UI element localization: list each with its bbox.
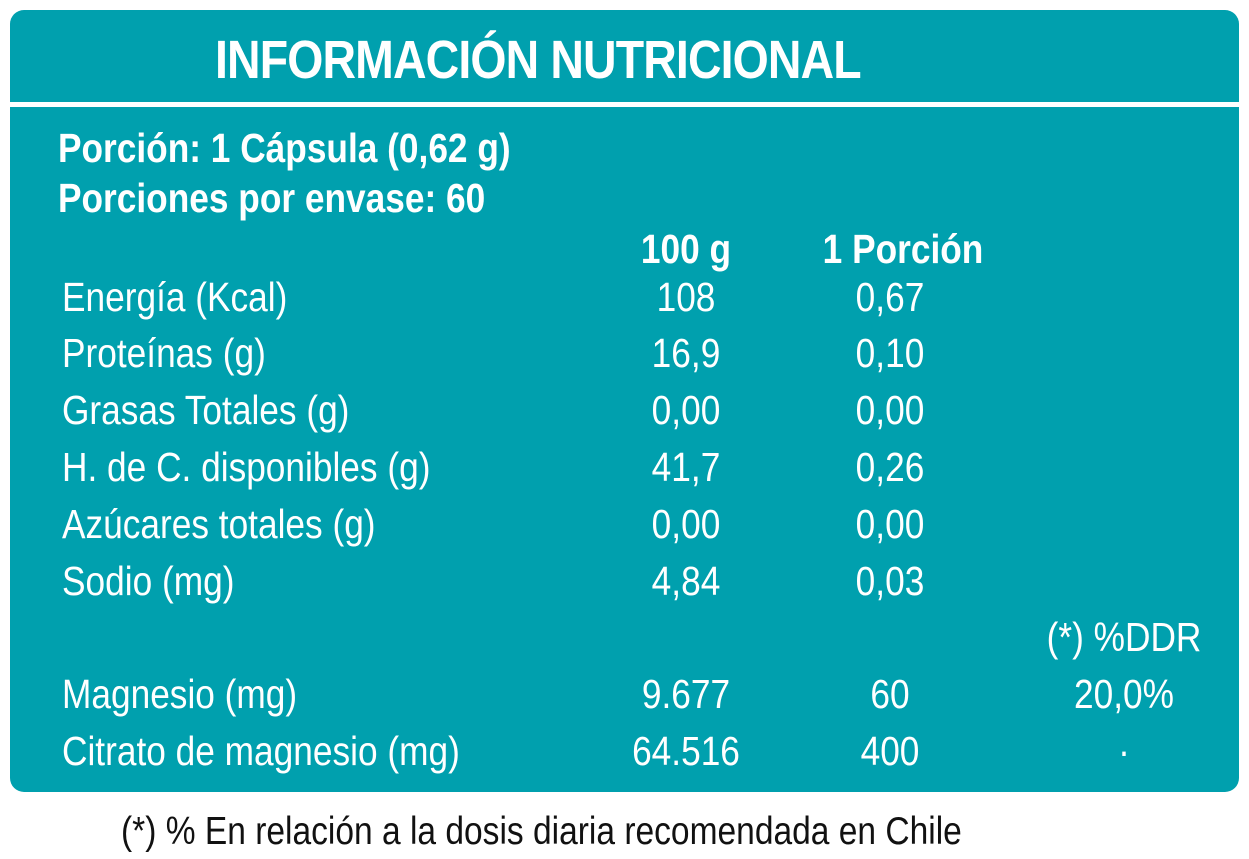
row-label: Sodio (mg) xyxy=(62,558,235,604)
row-value-ddr: 20,0% xyxy=(1074,671,1174,717)
row-value-100g: 4,84 xyxy=(651,558,721,604)
panel-title: INFORMACIÓN NUTRICIONAL xyxy=(215,30,862,90)
row-label: Magnesio (mg) xyxy=(62,671,298,717)
portion-size: Porción: 1 Cápsula (0,62 g) xyxy=(58,125,511,171)
row-value-100g: 108 xyxy=(656,274,716,320)
row-value-100g: 64.516 xyxy=(632,728,740,774)
row-value-portion: 0,67 xyxy=(855,274,925,320)
row-value-portion: 0,03 xyxy=(855,558,925,604)
row-label: Grasas Totales (g) xyxy=(62,387,350,433)
row-value-100g: 9.677 xyxy=(641,671,731,717)
column-header-ddr: (*) %DDR xyxy=(1046,614,1202,660)
row-value-ddr: · xyxy=(1118,728,1130,774)
row-value-100g: 0,00 xyxy=(651,501,721,547)
row-value-portion: 0,00 xyxy=(855,501,925,547)
row-value-portion: 0,26 xyxy=(855,444,925,490)
title-divider xyxy=(10,102,1239,107)
row-value-portion: 400 xyxy=(860,728,920,774)
row-value-portion: 0,00 xyxy=(855,387,925,433)
row-label: Citrato de magnesio (mg) xyxy=(62,728,460,774)
row-label: Azúcares totales (g) xyxy=(62,501,376,547)
row-label: Proteínas (g) xyxy=(62,330,266,376)
row-label: Energía (Kcal) xyxy=(62,274,288,320)
column-header-100g: 100 g xyxy=(640,226,732,272)
row-value-portion: 0,10 xyxy=(855,330,925,376)
footnote: (*) % En relación a la dosis diaria reco… xyxy=(121,810,962,853)
row-value-portion: 60 xyxy=(870,671,910,717)
row-value-100g: 41,7 xyxy=(651,444,721,490)
servings-per-container: Porciones por envase: 60 xyxy=(58,175,486,221)
column-header-portion: 1 Porción xyxy=(822,226,984,272)
row-label: H. de C. disponibles (g) xyxy=(62,444,431,490)
nutrition-panel: INFORMACIÓN NUTRICIONAL Porción: 1 Cápsu… xyxy=(10,10,1239,792)
row-value-100g: 0,00 xyxy=(651,387,721,433)
row-value-100g: 16,9 xyxy=(651,330,721,376)
